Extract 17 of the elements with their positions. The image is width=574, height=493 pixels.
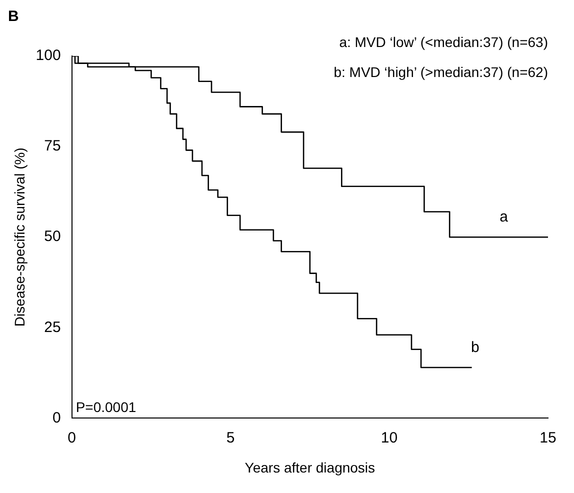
y-tick-label: 50 [44,228,61,246]
y-tick-label: 75 [44,138,61,155]
chart-title: B [8,8,19,26]
x-tick-label: 15 [540,429,556,446]
y-tick-label: 25 [44,318,61,336]
annotation: b: MVD ‘high’ (>median:37) (n=62) [334,64,548,80]
y-axis-title: Disease-specific survival (%) [11,148,28,327]
y-tick-label: 100 [36,47,61,64]
annotation: P=0.0001 [76,399,136,416]
x-tick-label: 10 [380,429,398,446]
text: a: MVD ‘low’ (<median:37) (n=63) [339,34,548,50]
series-label: a [500,208,509,226]
y-tick-label: 0 [52,409,61,426]
series-label: b [471,339,480,356]
x-tick-label: 0 [68,429,76,446]
x-axis-title: Years after diagnosis [244,459,376,476]
x-tick-label: 5 [226,429,235,446]
